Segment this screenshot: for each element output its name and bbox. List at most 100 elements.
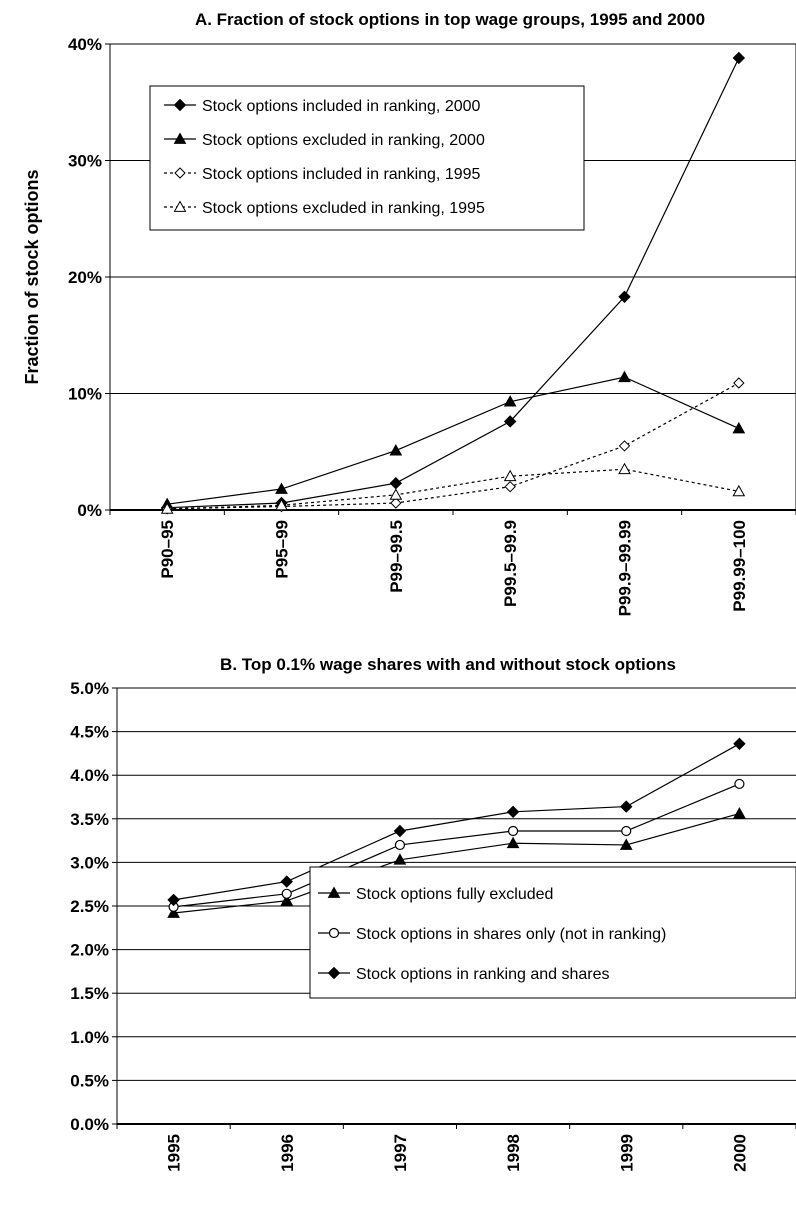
legend-marker — [173, 132, 187, 144]
legend-label: Stock options included in ranking, 2000 — [202, 98, 481, 115]
data-point — [394, 839, 406, 851]
legend-label: Stock options excluded in ranking, 1995 — [202, 200, 485, 217]
y-tick-label: 1.5% — [70, 984, 109, 1003]
chart-b-x-tick-labels: 1995 1996 1997 1998 1999 2000 — [165, 1134, 750, 1172]
x-tick-label: P90–95 — [158, 520, 177, 579]
data-point — [389, 476, 403, 490]
data-point — [167, 893, 180, 907]
data-point — [390, 497, 402, 509]
data-point — [393, 853, 407, 865]
data-point — [281, 888, 292, 899]
series-stock-options-in-ranking-and-shares — [167, 737, 746, 907]
data-point — [160, 502, 174, 514]
x-tick-label: P99.99–100 — [730, 520, 749, 612]
y-tick-label: 10% — [68, 385, 102, 404]
x-tick-label: 1998 — [504, 1134, 523, 1172]
data-point — [275, 482, 288, 494]
data-point — [506, 805, 520, 819]
y-tick-label: 5.0% — [70, 679, 109, 698]
data-point — [733, 377, 745, 389]
series-line — [167, 468, 739, 510]
series-line — [173, 783, 740, 908]
chart-b-axes — [112, 687, 796, 1129]
legend-box — [309, 866, 796, 999]
data-point — [733, 737, 746, 751]
x-tick-label: P99.9–99.99 — [616, 520, 635, 616]
legend-label: Stock options in ranking and shares — [356, 966, 609, 983]
legend-marker — [173, 98, 187, 112]
legend-marker — [328, 927, 340, 939]
legend-marker — [327, 966, 341, 980]
series-stock-options-excluded-in-ranking-1995 — [160, 462, 746, 514]
data-point — [389, 444, 403, 456]
data-point — [620, 800, 633, 813]
y-tick-label: 0% — [77, 501, 102, 520]
chart-a-title: A. Fraction of stock options in top wage… — [195, 10, 705, 29]
data-point — [732, 484, 746, 497]
data-point — [280, 894, 294, 906]
data-point — [733, 807, 746, 819]
chart-b-series — [167, 737, 746, 918]
x-tick-label: 2000 — [730, 1134, 749, 1172]
x-tick-label: 1996 — [278, 1134, 297, 1172]
legend-marker — [174, 167, 186, 179]
series-stock-options-excluded-in-ranking-2000 — [160, 370, 746, 510]
y-tick-label: 40% — [68, 35, 102, 54]
data-point — [732, 421, 746, 434]
y-tick-label: 3.5% — [70, 810, 109, 829]
data-point — [618, 462, 631, 475]
data-point — [618, 290, 631, 304]
legend-box — [149, 85, 585, 231]
legend-label: Stock options excluded in ranking, 2000 — [202, 132, 485, 149]
y-tick-label: 0.0% — [70, 1115, 109, 1134]
y-tick-label: 4.0% — [70, 766, 109, 785]
y-tick-label: 1.0% — [70, 1028, 109, 1047]
legend-item: Stock options included in ranking, 2000 — [164, 98, 481, 115]
x-tick-label: P99.5–99.9 — [501, 520, 520, 607]
y-tick-label: 30% — [68, 152, 102, 171]
data-point — [619, 838, 633, 850]
legend-item: Stock options included in ranking, 1995 — [164, 166, 481, 183]
data-point — [275, 498, 288, 511]
data-point — [618, 370, 631, 383]
x-tick-label: 1997 — [391, 1134, 410, 1172]
chart-a-y-tick-labels: 0% 10% 20% 30% 40% — [68, 35, 102, 520]
series-line — [167, 57, 740, 509]
chart-b-legend: Stock options fully excluded Stock option… — [309, 866, 796, 999]
legend-item: Stock options excluded in ranking, 1995 — [164, 200, 485, 217]
data-point — [503, 469, 517, 482]
series-line — [167, 382, 740, 510]
y-tick-label: 3.0% — [70, 853, 109, 872]
y-tick-label: 2.0% — [70, 941, 109, 960]
data-point — [732, 51, 746, 65]
data-point — [734, 778, 745, 790]
legend-item: Stock options fully excluded — [318, 886, 553, 903]
data-point — [167, 906, 180, 918]
chart-b-title: B. Top 0.1% wage shares with and without… — [220, 655, 676, 674]
series-stock-options-in-shares-only-not-in-ranking — [168, 778, 745, 912]
chart-a-y-axis-label: Fraction of stock options — [22, 169, 42, 384]
series-line — [173, 812, 740, 914]
legend-label: Stock options included in ranking, 1995 — [202, 166, 481, 183]
data-point — [506, 836, 520, 849]
data-point — [503, 415, 517, 428]
x-tick-label: P99–99.5 — [387, 520, 406, 593]
chart-a-x-tick-labels: P90–95 P95–99 P99–99.5 P99.5–99.9 P99.9–99.9… — [158, 520, 749, 616]
y-tick-label: 20% — [68, 268, 102, 287]
series-line — [173, 743, 740, 901]
y-tick-label: 2.5% — [70, 897, 109, 916]
y-tick-label: 4.5% — [70, 723, 109, 742]
y-tick-label: 0.5% — [70, 1071, 109, 1090]
legend-marker — [327, 886, 341, 898]
chart-b-y-tick-labels: 0.0% 0.5% 1.0% 1.5% 2.0% 2.5% 3.0% 3.5% 4.0% 4.5%… — [70, 679, 109, 1134]
series-line — [167, 376, 740, 505]
legend-item: Stock options in shares only (not in ran… — [318, 926, 666, 943]
legend-label: Stock options fully excluded — [356, 886, 553, 903]
legend-marker — [173, 200, 187, 212]
x-tick-label: 1999 — [617, 1134, 636, 1172]
chart-a-legend: Stock options included in ranking, 2000 S… — [149, 85, 585, 231]
chart-a-axes — [105, 43, 796, 515]
data-point — [507, 825, 519, 837]
chart-b: B. Top 0.1% wage shares with and without… — [70, 655, 796, 1172]
legend-item: Stock options in ranking and shares — [318, 966, 609, 983]
